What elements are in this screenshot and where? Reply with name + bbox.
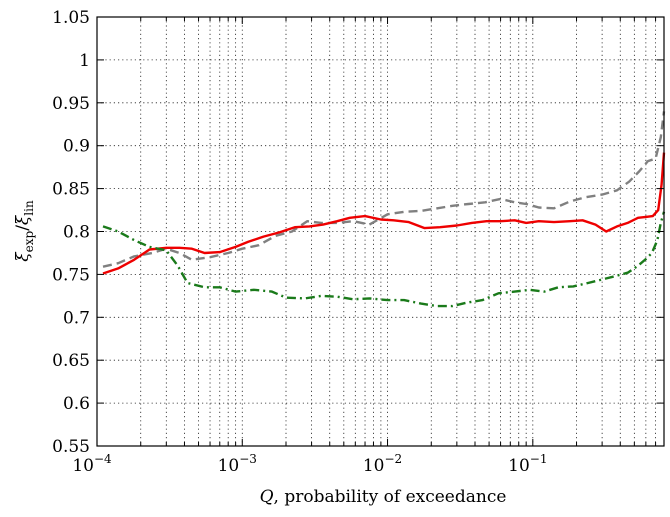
y-axis-denominator-subscript: lin — [22, 200, 36, 216]
y-tick-label: 0.75 — [52, 265, 90, 285]
x-tick-label: 10−2 — [363, 452, 402, 476]
y-tick-label: 0.7 — [63, 308, 90, 328]
y-tick-label: 0.8 — [63, 223, 90, 243]
x-axis-label-text: , probability of exceedance — [274, 487, 507, 507]
series-line-dashed — [102, 111, 666, 268]
y-axis-denominator-symbol: ξ — [13, 214, 33, 225]
y-tick-label: 0.6 — [63, 394, 90, 414]
series-line-solid — [102, 152, 666, 275]
y-tick-label: 1.05 — [52, 8, 90, 28]
y-tick-label: 0.55 — [52, 437, 90, 457]
x-tick-label: 10−4 — [72, 452, 112, 476]
x-axis-label: Q, probability of exceedance — [260, 487, 507, 507]
x-tick-label: 10−3 — [218, 452, 257, 476]
y-tick-label: 0.95 — [52, 94, 90, 114]
x-tick-label: 10−1 — [508, 452, 547, 476]
grid — [96, 17, 665, 446]
y-tick-label: 0.9 — [63, 137, 90, 157]
plot-series — [102, 111, 666, 308]
x-axis-variable: Q — [260, 487, 274, 507]
y-axis-numerator-subscript: exp — [22, 230, 36, 252]
series-line-dashdot — [102, 211, 666, 308]
axis-ticks: 0.55 0.6 0.65 0.7 0.75 0.8 0.85 0.9 0.95 1 1.05 10−… — [52, 8, 665, 476]
y-tick-label: 0.65 — [52, 351, 90, 371]
y-axis-label: ξexp/ξlin — [13, 200, 36, 262]
y-tick-label: 0.85 — [52, 180, 90, 200]
y-tick-label: 1 — [79, 51, 90, 71]
y-axis-numerator-symbol: ξ — [13, 251, 33, 262]
